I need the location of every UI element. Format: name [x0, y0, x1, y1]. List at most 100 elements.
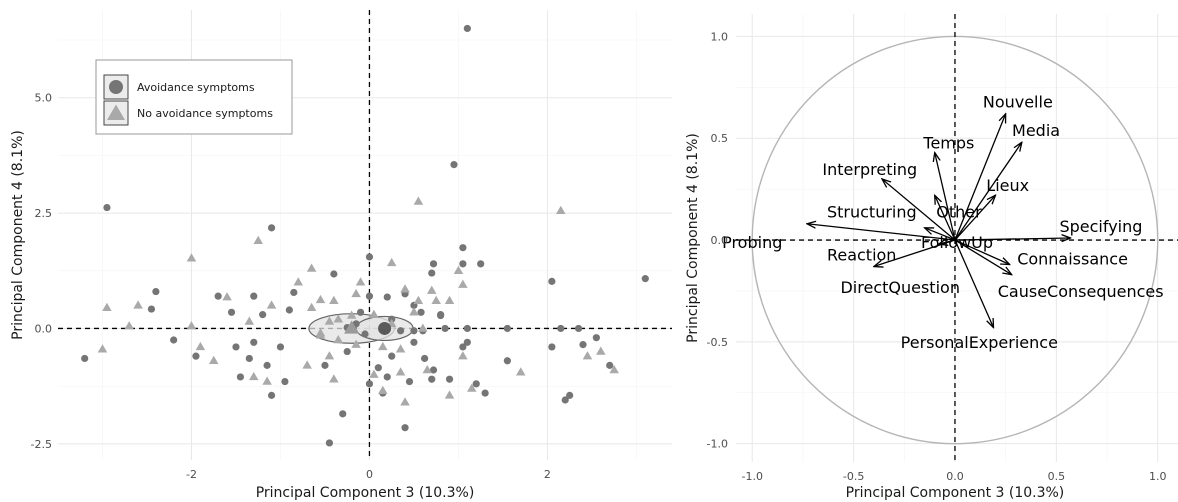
data-point-triangle [453, 265, 464, 275]
variable-arrow [807, 224, 956, 241]
data-point-circle [343, 347, 351, 356]
data-point-triangle [400, 397, 410, 406]
data-point-triangle [124, 321, 134, 330]
data-point-circle [236, 373, 245, 381]
data-point-circle [356, 308, 365, 316]
variable-arrow [954, 239, 994, 328]
correlation-x-axis-title: Principal Component 3 (10.3%) [846, 485, 1065, 501]
data-point-triangle [315, 328, 326, 337]
data-point-circle [259, 311, 267, 319]
data-point-circle [472, 380, 480, 388]
data-point-triangle [458, 351, 468, 360]
data-point-triangle [400, 284, 410, 293]
data-point-triangle [378, 385, 388, 395]
data-point-triangle [333, 314, 344, 323]
variable-label: Other [936, 203, 982, 222]
correlation-tick-labels: -1.0 -0.5 0.0 0.5 1.0 -1.0 -0.5 0.0 0.5 1.0 [707, 30, 1167, 483]
data-point-triangle [329, 295, 339, 305]
data-point-circle [445, 375, 454, 383]
data-point-circle [459, 260, 467, 268]
data-point-triangle [262, 376, 272, 385]
data-point-circle [405, 377, 414, 386]
data-point-circle [459, 343, 467, 351]
legend-label-avoidance: Avoidance symptoms [137, 81, 255, 94]
data-point-triangle [413, 196, 424, 205]
data-point-circle [192, 352, 200, 360]
data-point-circle [503, 357, 511, 365]
variable-arrow [954, 239, 1010, 264]
legend-box [95, 59, 293, 135]
data-point-circle [641, 275, 649, 283]
x-tick-label: 0.5 [1048, 470, 1066, 483]
variable-label: FollowUp [921, 233, 993, 252]
data-point-circle [463, 338, 471, 346]
data-point-circle [81, 354, 89, 363]
data-point-circle [232, 343, 240, 351]
data-point-circle [410, 327, 418, 335]
data-point-circle [374, 364, 382, 372]
data-point-circle [548, 277, 556, 285]
data-point-circle [396, 327, 405, 335]
legend-label-no-avoidance: No avoidance symptoms [137, 107, 273, 120]
data-point-circle [383, 293, 391, 301]
x-tick-label: -0.5 [843, 470, 864, 483]
y-tick-label: 2.5 [35, 207, 53, 220]
data-point-triangle [444, 390, 455, 399]
y-tick-label: 0.5 [711, 132, 729, 145]
variable-label: Probing [722, 233, 782, 252]
data-point-circle [410, 338, 418, 346]
scatter-x-axis-title: Principal Component 3 (10.3%) [256, 485, 475, 501]
data-point-triangle [378, 341, 388, 351]
data-point-triangle [386, 257, 397, 267]
variable-arrow [935, 152, 956, 241]
data-point-circle [606, 361, 614, 369]
variable-label: PersonalExperience [901, 333, 1058, 352]
data-point-circle [566, 391, 574, 399]
data-point-triangle [333, 335, 344, 344]
data-point-triangle [409, 307, 419, 316]
variable-arrow [954, 142, 1022, 241]
legend-triangle-icon [107, 104, 125, 120]
data-point-triangle [596, 346, 606, 355]
data-point-triangle [346, 310, 357, 319]
data-point-triangle [266, 300, 277, 309]
data-point-triangle [609, 365, 619, 374]
data-point-circle [421, 354, 429, 363]
data-point-circle [281, 377, 289, 386]
correlation-y-axis-title: Principal Component 4 (8.1%) [685, 133, 701, 343]
variable-label: Nouvelle [983, 93, 1053, 112]
data-point-circle [263, 361, 271, 369]
y-tick-label: -0.5 [707, 336, 728, 349]
data-point-triangle [222, 292, 232, 301]
variable-label: Media [1012, 121, 1060, 140]
data-point-circle [325, 439, 334, 447]
data-point-triangle [186, 321, 197, 330]
data-point-triangle [369, 369, 379, 378]
variable-label: Connaissance [1017, 249, 1128, 268]
data-point-circle [579, 341, 587, 349]
data-point-circle [592, 334, 600, 342]
data-point-circle [477, 260, 485, 268]
data-point-circle [365, 292, 374, 300]
legend: Avoidance symptoms No avoidance symptoms [95, 59, 293, 135]
data-point-circle [503, 324, 511, 333]
data-point-circle [321, 361, 329, 369]
data-point-circle [214, 292, 222, 300]
y-tick-label: 1.0 [711, 30, 729, 43]
variable-labels: Nouvelle Media Temps Interpreting LieuxOther… [722, 93, 1164, 352]
scatter-y-axis-title: Principal Component 4 (8.1%) [10, 130, 26, 340]
data-point-triangle [395, 367, 406, 376]
data-point-circle [437, 311, 445, 319]
group-centroids [344, 320, 392, 335]
data-point-circle [330, 270, 338, 278]
y-tick-label: 5.0 [35, 92, 53, 105]
data-point-triangle [253, 235, 263, 245]
y-tick-label: -2.5 [31, 438, 52, 451]
data-point-circle [383, 373, 391, 381]
data-point-triangle [329, 374, 339, 383]
y-tick-label: 0.0 [711, 234, 729, 247]
data-point-circle [429, 366, 438, 374]
x-tick-label: 2 [544, 468, 551, 481]
variable-arrow [954, 114, 1006, 241]
variable-arrow [935, 195, 956, 241]
